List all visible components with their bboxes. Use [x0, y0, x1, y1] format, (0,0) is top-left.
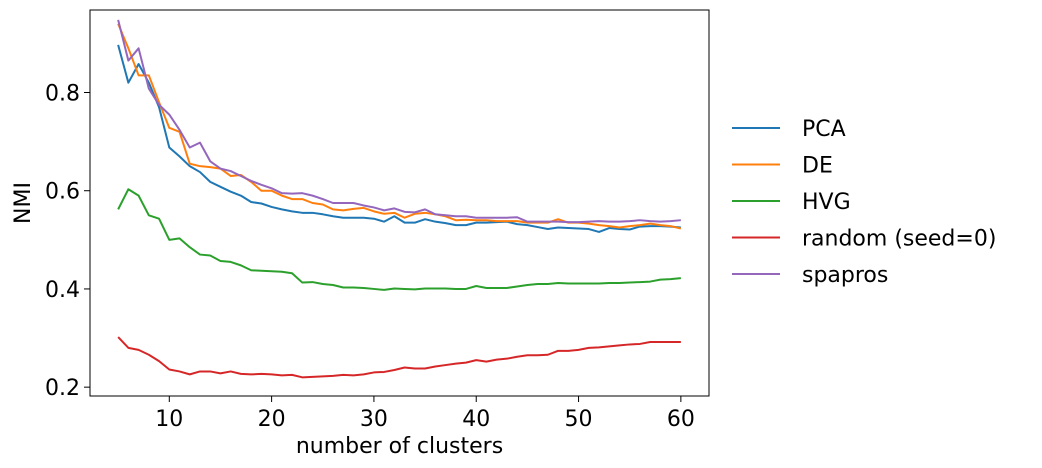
- y-tick-label: 0.6: [45, 180, 80, 205]
- y-axis-title: NMI: [11, 182, 36, 224]
- x-tick-label: 10: [155, 407, 183, 432]
- series-line-2: [117, 188, 681, 291]
- y-tick-label: 0.2: [45, 376, 80, 401]
- legend-label: DE: [802, 154, 833, 179]
- legend: PCA DE HVG random (seed=0) spapros: [732, 117, 996, 288]
- x-tick-label: 50: [565, 407, 593, 432]
- x-axis: 10 20 30 40 50 60: [155, 396, 695, 432]
- legend-label: HVG: [802, 190, 851, 215]
- y-tick-label: 0.4: [45, 278, 80, 303]
- y-tick-label: 0.8: [45, 82, 80, 107]
- x-tick-label: 30: [360, 407, 388, 432]
- series-line-4: [117, 19, 681, 224]
- series-line-3: [117, 336, 681, 379]
- series-line-0: [117, 44, 681, 233]
- x-tick-label: 60: [667, 407, 695, 432]
- legend-label: random (seed=0): [802, 227, 996, 252]
- plot-frame: [89, 9, 710, 397]
- series-lines: [117, 19, 682, 379]
- legend-label: PCA: [802, 117, 846, 142]
- x-tick-label: 40: [462, 407, 490, 432]
- x-axis-title: number of clusters: [296, 434, 503, 459]
- legend-label: spapros: [802, 263, 888, 288]
- y-axis: 0.2 0.4 0.6 0.8: [45, 82, 90, 401]
- series-line-1: [117, 23, 682, 230]
- x-tick-label: 20: [258, 407, 286, 432]
